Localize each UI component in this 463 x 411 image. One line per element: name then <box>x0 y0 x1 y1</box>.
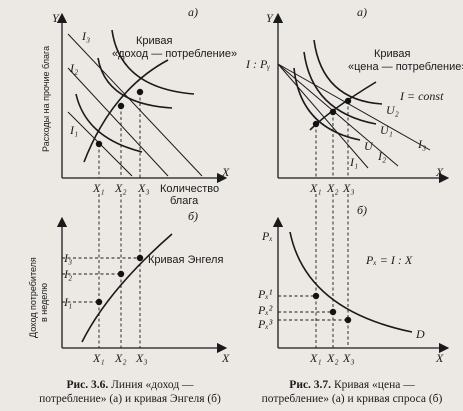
fig37a-curve-label-2: «цена — потребление» <box>348 61 463 73</box>
fig36-caption-number: Рис. 3.6. <box>66 379 109 391</box>
fig37a-constraint: I = const <box>399 89 444 103</box>
fig36a-x-tick-3: X₃ <box>137 181 150 195</box>
fig36a-y-axis-label: Y <box>52 11 60 25</box>
fig37-caption-line-2: потребление» (а) и кривая спроса (б) <box>261 393 443 405</box>
fig36a-budget-label-3: I₃ <box>81 29 90 43</box>
fig37a-budget-label-3: I₃ <box>417 137 426 151</box>
fig36a-budget-label-1: I₁ <box>69 123 78 137</box>
fig36b-x-tick-3: X₃ <box>135 351 148 365</box>
fig37a-indiff-label-U1: U₁ <box>380 123 393 137</box>
fig37-panel-a: Y X а) I : Pᵧ I₁ I₂ I₃ U U₁ U₂ Кривая «ц… <box>245 5 463 320</box>
fig36a-budget-line-3 <box>67 33 203 177</box>
fig36a-indiff-curve-1 <box>75 93 143 153</box>
fig36b-y-tick-2: I₂ <box>63 267 72 281</box>
fig37a-indiff-label-U: U <box>364 139 374 153</box>
fig37a-budget-label-1: I₁ <box>349 155 358 169</box>
fig37b-x-axis-label: X <box>435 351 444 365</box>
fig37b-formula: Pₓ = I : X <box>365 253 413 267</box>
fig36b-x-axis-label: X <box>221 351 230 365</box>
fig36b-y-tick-3: I₃ <box>63 251 72 265</box>
fig37a-tag: а) <box>357 5 367 19</box>
fig36a-indiff-curve-3 <box>111 29 195 95</box>
fig36a-budget-line-2 <box>67 67 169 177</box>
fig36a-curve-label-1: Кривая <box>136 35 173 47</box>
fig36-panel-b: б) X Доход потребителя в неделю Кривая Э… <box>28 209 230 365</box>
fig37-panel-b: Pₓ X б) Pₓ = I : X D Pₓ¹ Pₓ² Pₓ³ X₁ X₂ X… <box>257 203 450 365</box>
fig36b-engel-curve <box>81 233 173 343</box>
fig37a-indiff-curve-U1 <box>303 51 377 125</box>
fig36b-x-tick-2: X₂ <box>114 351 127 365</box>
fig36b-y-title-1: Доход потребителя <box>28 257 38 338</box>
fig36b-y-title-2: в неделю <box>39 283 49 322</box>
fig36a-x-axis-label: X <box>221 165 230 179</box>
fig37-caption-line-1: Кривая «цена — <box>333 379 415 391</box>
fig37a-x-tick-1: X₁ <box>309 181 322 195</box>
fig37b-curve-label: D <box>415 327 425 341</box>
fig37b-x-tick-3: X₃ <box>342 351 355 365</box>
fig37a-x-tick-3: X₃ <box>342 181 355 195</box>
fig37a-y-axis-label: Y <box>266 11 274 25</box>
fig37a-x-axis-label: X <box>435 165 444 179</box>
fig37a-indiff-label-U2: U₂ <box>386 103 399 117</box>
fig37b-y-axis-label: Pₓ <box>261 229 273 243</box>
fig36a-x-tick-1: X₁ <box>92 181 105 195</box>
fig37b-x-tick-1: X₁ <box>309 351 322 365</box>
fig36b-x-tick-1: X₁ <box>92 351 105 365</box>
fig37-caption-number: Рис. 3.7. <box>289 379 332 391</box>
fig36a-budget-label-2: I₂ <box>69 61 78 75</box>
fig36a-x-title-1: Количество <box>160 183 219 195</box>
fig36a-indiff-curve-2 <box>97 57 173 109</box>
fig36b-tag: б) <box>188 209 198 223</box>
fig37b-y-tick-2: Pₓ² <box>257 303 273 317</box>
fig36b-curve-label: Кривая Энгеля <box>148 254 223 266</box>
fig36-panel-a: Y X а) Расходы на прочие блага I₁ I₂ I₃ … <box>41 5 237 302</box>
fig36a-income-consumption-curve <box>83 59 169 163</box>
fig36a-tag: а) <box>188 5 198 19</box>
fig36-caption-line-1: Линия «доход — <box>111 379 194 391</box>
fig37b-tag: б) <box>357 203 367 217</box>
fig36b-y-tick-1: I₁ <box>63 295 72 309</box>
fig37a-x-tick-2: X₂ <box>326 181 339 195</box>
fig37a-budget-label-2: I₂ <box>377 149 386 163</box>
fig36-caption: Рис. 3.6. Линия «доход — потребление» (а… <box>20 378 240 406</box>
fig37a-intercept: I : Pᵧ <box>245 57 270 71</box>
fig37-caption: Рис. 3.7. Кривая «цена — потребление» (а… <box>244 378 460 406</box>
fig36a-x-tick-2: X₂ <box>114 181 127 195</box>
fig36a-x-title-2: блага <box>170 195 199 207</box>
fig36-caption-line-2: потребление» (а) и кривая Энгеля (б) <box>39 393 221 405</box>
fig37b-x-tick-2: X₂ <box>326 351 339 365</box>
fig36a-curve-label-2: «доход — потребление» <box>112 48 237 60</box>
fig36a-y-title: Расходы на прочие блага <box>41 46 51 152</box>
fig37b-y-tick-1: Pₓ¹ <box>257 287 273 301</box>
fig37b-demand-curve <box>289 231 413 333</box>
fig37b-y-tick-3: Pₓ³ <box>257 317 273 331</box>
fig37a-indiff-curve-U2 <box>313 39 383 105</box>
fig37a-curve-label-1: Кривая <box>374 48 411 60</box>
fig37a-budget-line-1 <box>277 63 369 169</box>
fig37a-budget-line-3 <box>277 63 431 151</box>
fig37a-budget-line-2 <box>277 63 399 167</box>
